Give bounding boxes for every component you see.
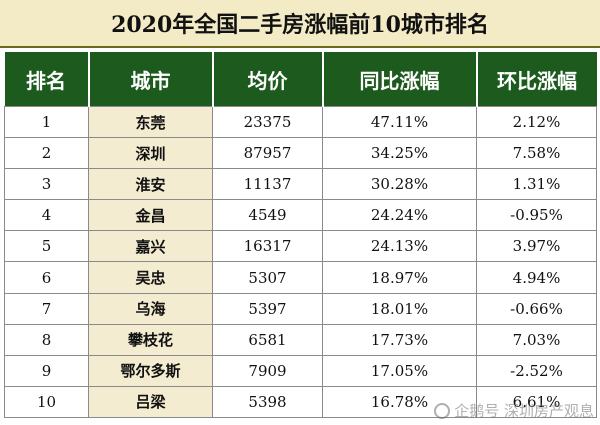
ranking-table: 排名 城市 均价 同比涨幅 环比涨幅 1 东莞 23375 47.11% 2.1…: [4, 52, 597, 418]
cell-mom: 1.31%: [476, 168, 597, 201]
cell-mom: 6.61%: [476, 385, 597, 418]
page-title: 2020年全国二手房涨幅前10城市排名: [111, 12, 489, 38]
cell-city: 鄂尔多斯: [88, 354, 213, 387]
cell-rank: 9: [4, 354, 89, 387]
cell-rank: 5: [4, 230, 89, 263]
table-row: 4 金昌 4549 24.24% -0.95%: [4, 199, 597, 232]
cell-city: 淮安: [88, 168, 213, 201]
column-header-price: 均价: [212, 52, 324, 107]
cell-price: 7909: [212, 354, 323, 387]
cell-price: 87957: [212, 137, 323, 170]
table-row: 10 吕梁 5398 16.78% 6.61%: [4, 385, 597, 418]
cell-price: 5307: [212, 261, 323, 294]
cell-mom: 2.12%: [476, 105, 597, 139]
cell-rank: 2: [4, 137, 89, 170]
table-row: 8 攀枝花 6581 17.73% 7.03%: [4, 323, 597, 356]
cell-price: 6581: [212, 323, 323, 356]
cell-city: 深圳: [88, 137, 213, 170]
cell-price: 5398: [212, 385, 323, 418]
table-row: 7 乌海 5397 18.01% -0.66%: [4, 292, 597, 325]
table-row: 1 东莞 23375 47.11% 2.12%: [4, 105, 597, 139]
table-row: 9 鄂尔多斯 7909 17.05% -2.52%: [4, 354, 597, 387]
cell-mom: 7.03%: [476, 323, 597, 356]
cell-city: 吴忠: [88, 261, 213, 294]
title-bar: 2020年全国二手房涨幅前10城市排名: [0, 0, 600, 48]
table-row: 6 吴忠 5307 18.97% 4.94%: [4, 261, 597, 294]
cell-yoy: 16.78%: [322, 385, 477, 418]
cell-rank: 3: [4, 168, 89, 201]
table-row: 3 淮安 11137 30.28% 1.31%: [4, 168, 597, 201]
cell-city: 乌海: [88, 292, 213, 325]
table-row: 2 深圳 87957 34.25% 7.58%: [4, 137, 597, 170]
column-header-rank: 排名: [4, 52, 90, 107]
cell-mom: 4.94%: [476, 261, 597, 294]
watermark-text: 企鹅号 深圳房产观息: [454, 402, 594, 420]
cell-city: 金昌: [88, 199, 213, 232]
cell-mom: 7.58%: [476, 137, 597, 170]
cell-mom: -0.95%: [476, 199, 597, 232]
cell-mom: 3.97%: [476, 230, 597, 263]
cell-rank: 10: [4, 385, 89, 418]
table-row: 5 嘉兴 16317 24.13% 3.97%: [4, 230, 597, 263]
watermark: 企鹅号 深圳房产观息: [434, 400, 594, 421]
cell-rank: 7: [4, 292, 89, 325]
header-row: 排名 城市 均价 同比涨幅 环比涨幅: [4, 52, 597, 107]
cell-yoy: 24.24%: [322, 199, 477, 232]
cell-yoy: 18.01%: [322, 292, 477, 325]
cell-yoy: 24.13%: [322, 230, 477, 263]
cell-yoy: 34.25%: [322, 137, 477, 170]
cell-rank: 4: [4, 199, 89, 232]
penguin-logo-icon: [434, 402, 451, 419]
cell-rank: 8: [4, 323, 89, 356]
column-header-mom: 环比涨幅: [476, 52, 597, 107]
column-header-city: 城市: [88, 52, 214, 107]
cell-yoy: 47.11%: [322, 105, 477, 139]
cell-city: 攀枝花: [88, 323, 213, 356]
cell-price: 11137: [212, 168, 323, 201]
cell-price: 5397: [212, 292, 323, 325]
cell-price: 23375: [212, 105, 323, 139]
cell-yoy: 30.28%: [322, 168, 477, 201]
column-header-yoy: 同比涨幅: [322, 52, 478, 107]
cell-city: 嘉兴: [88, 230, 213, 263]
cell-yoy: 17.73%: [322, 323, 477, 356]
cell-mom: -0.66%: [476, 292, 597, 325]
cell-city: 东莞: [88, 105, 213, 139]
cell-rank: 6: [4, 261, 89, 294]
cell-city: 吕梁: [88, 385, 213, 418]
cell-yoy: 17.05%: [322, 354, 477, 387]
cell-rank: 1: [4, 105, 89, 139]
cell-mom: -2.52%: [476, 354, 597, 387]
cell-price: 4549: [212, 199, 323, 232]
cell-yoy: 18.97%: [322, 261, 477, 294]
cell-price: 16317: [212, 230, 323, 263]
